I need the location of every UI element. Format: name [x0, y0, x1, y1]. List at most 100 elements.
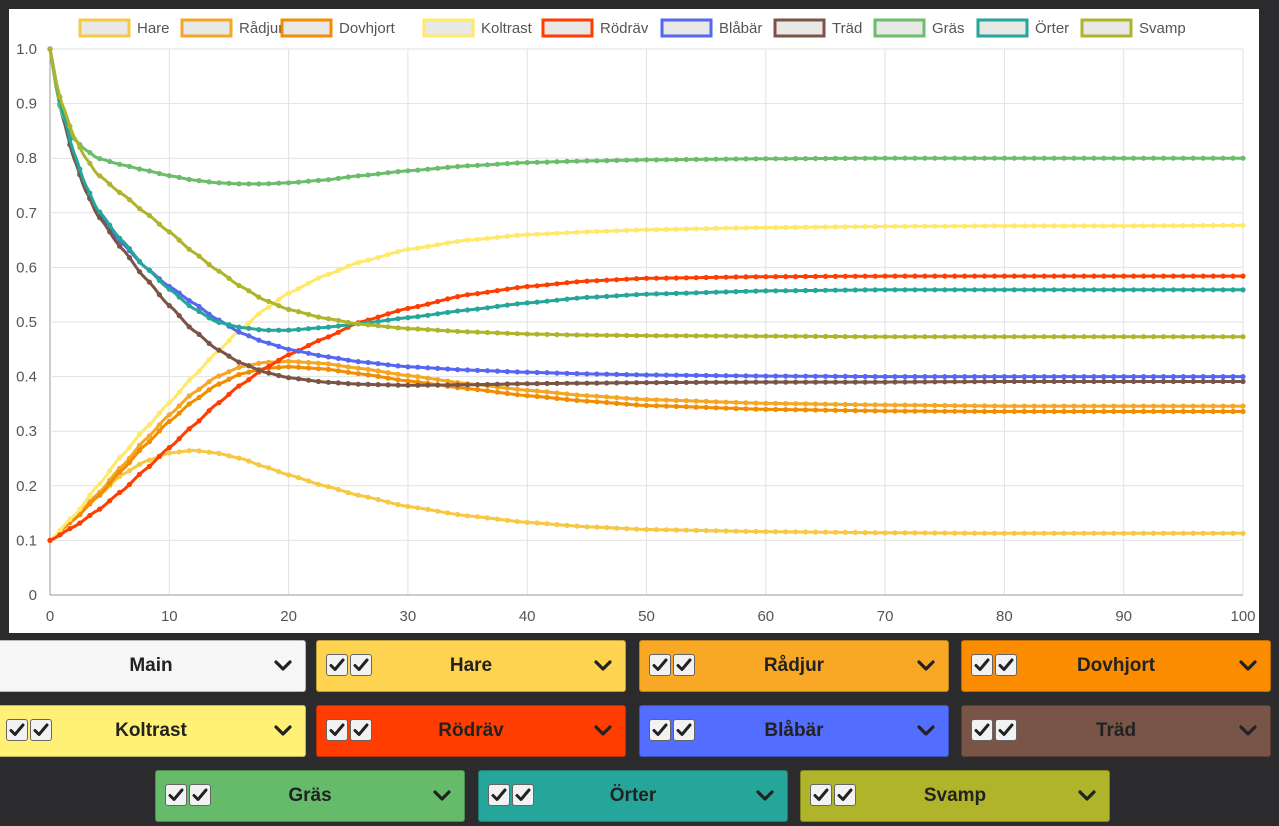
- checkbox-icon[interactable]: [673, 719, 695, 741]
- species-dropdown-main[interactable]: Main: [0, 640, 306, 692]
- chevron-down-icon[interactable]: [1238, 721, 1258, 746]
- legend-label[interactable]: Rödräv: [600, 20, 649, 37]
- data-point: [1091, 530, 1097, 536]
- data-point: [445, 328, 451, 334]
- chevron-down-icon[interactable]: [273, 721, 293, 746]
- data-point: [474, 291, 481, 297]
- data-point: [1230, 334, 1236, 340]
- legend-swatch[interactable]: [660, 18, 713, 38]
- legend-label[interactable]: Blåbär: [719, 20, 762, 37]
- chevron-down-icon[interactable]: [1077, 786, 1097, 811]
- data-point: [1141, 273, 1147, 279]
- species-dropdown-item[interactable]: Svamp: [800, 770, 1110, 822]
- data-point: [97, 492, 103, 498]
- species-dropdown-item[interactable]: Träd: [961, 705, 1271, 757]
- checkbox-icon[interactable]: [326, 719, 348, 741]
- checkbox-icon[interactable]: [512, 784, 534, 806]
- data-point: [455, 308, 461, 314]
- data-point: [1160, 155, 1167, 161]
- species-dropdown-item[interactable]: Dovhjort: [961, 640, 1271, 692]
- legend-swatch[interactable]: [280, 18, 333, 38]
- data-point: [464, 292, 471, 298]
- data-point: [981, 334, 988, 340]
- species-dropdown-item[interactable]: Hare: [316, 640, 626, 692]
- legend-swatch[interactable]: [78, 18, 131, 38]
- data-point: [196, 308, 202, 314]
- checkbox-icon[interactable]: [350, 719, 372, 741]
- legend-label[interactable]: Dovhjort: [339, 20, 396, 37]
- data-point: [1091, 374, 1097, 380]
- chevron-down-icon[interactable]: [593, 721, 613, 746]
- checkbox-icon[interactable]: [649, 719, 671, 741]
- data-point: [405, 503, 411, 510]
- data-point: [624, 372, 630, 378]
- species-dropdown-item[interactable]: Rödräv: [316, 705, 626, 757]
- data-point: [1041, 223, 1047, 229]
- checkbox-icon[interactable]: [30, 719, 52, 741]
- data-point: [156, 292, 162, 298]
- data-point: [1091, 334, 1097, 340]
- legend-label[interactable]: Koltrast: [481, 20, 533, 37]
- data-point: [1210, 378, 1216, 385]
- legend-swatch[interactable]: [180, 18, 233, 38]
- data-point: [643, 372, 650, 378]
- checkbox-icon[interactable]: [810, 784, 832, 806]
- checkbox-icon[interactable]: [649, 654, 671, 676]
- legend-swatch[interactable]: [873, 18, 926, 38]
- checkbox-icon[interactable]: [834, 784, 856, 806]
- chevron-down-icon[interactable]: [432, 786, 452, 811]
- species-dropdown-item[interactable]: Rådjur: [639, 640, 949, 692]
- species-dropdown-item[interactable]: Gräs: [155, 770, 465, 822]
- checkbox-icon[interactable]: [326, 654, 348, 676]
- chevron-down-icon[interactable]: [1238, 656, 1258, 681]
- checkbox-icon[interactable]: [971, 654, 993, 676]
- legend-swatch[interactable]: [976, 18, 1029, 38]
- data-point: [375, 361, 381, 367]
- chevron-down-icon[interactable]: [593, 656, 613, 681]
- data-point: [464, 367, 471, 373]
- chevron-down-icon[interactable]: [916, 721, 936, 746]
- data-point: [415, 382, 421, 388]
- data-point: [763, 288, 769, 294]
- data-point: [504, 161, 510, 167]
- legend-label[interactable]: Svamp: [1139, 20, 1186, 37]
- checkbox-icon[interactable]: [6, 719, 28, 741]
- species-dropdown-item[interactable]: Blåbär: [639, 705, 949, 757]
- checkbox-icon[interactable]: [971, 719, 993, 741]
- data-point: [1071, 287, 1077, 293]
- checkbox-icon[interactable]: [995, 719, 1017, 741]
- data-point: [335, 486, 341, 493]
- chevron-down-icon[interactable]: [755, 786, 775, 811]
- legend-swatch[interactable]: [1080, 18, 1133, 38]
- checkbox-icon[interactable]: [673, 654, 695, 676]
- legend-label[interactable]: Gräs: [932, 20, 965, 37]
- checkbox-icon[interactable]: [189, 784, 211, 806]
- data-point: [643, 227, 650, 233]
- data-point: [514, 232, 520, 238]
- data-point: [107, 181, 113, 187]
- species-dropdown-item[interactable]: Örter: [478, 770, 788, 822]
- checkbox-icon[interactable]: [350, 654, 372, 676]
- legend-label[interactable]: Träd: [832, 20, 862, 37]
- data-point: [385, 370, 391, 376]
- legend-label[interactable]: Hare: [137, 20, 170, 37]
- data-point: [216, 347, 222, 353]
- chart-panel: 0 10 20 30 40 50 60 70 80 90 100 0 0.1 0.2 0.3 0.4 0.5 0.…: [9, 9, 1259, 633]
- legend-label[interactable]: Örter: [1035, 19, 1069, 37]
- chevron-down-icon[interactable]: [916, 656, 936, 681]
- data-point: [97, 173, 103, 179]
- checkbox-icon[interactable]: [488, 784, 510, 806]
- data-point: [385, 382, 391, 388]
- checkbox-icon[interactable]: [995, 654, 1017, 676]
- data-point: [1041, 530, 1047, 536]
- data-point: [1001, 403, 1008, 409]
- legend-swatch[interactable]: [422, 18, 475, 38]
- legend-swatch[interactable]: [541, 18, 594, 38]
- legend-swatch[interactable]: [773, 18, 826, 38]
- chevron-down-icon[interactable]: [273, 656, 293, 681]
- checkbox-icon[interactable]: [165, 784, 187, 806]
- data-point: [972, 155, 978, 161]
- legend-label[interactable]: Rådjur: [239, 20, 283, 37]
- data-point: [624, 395, 630, 401]
- species-dropdown-item[interactable]: Koltrast: [0, 705, 306, 757]
